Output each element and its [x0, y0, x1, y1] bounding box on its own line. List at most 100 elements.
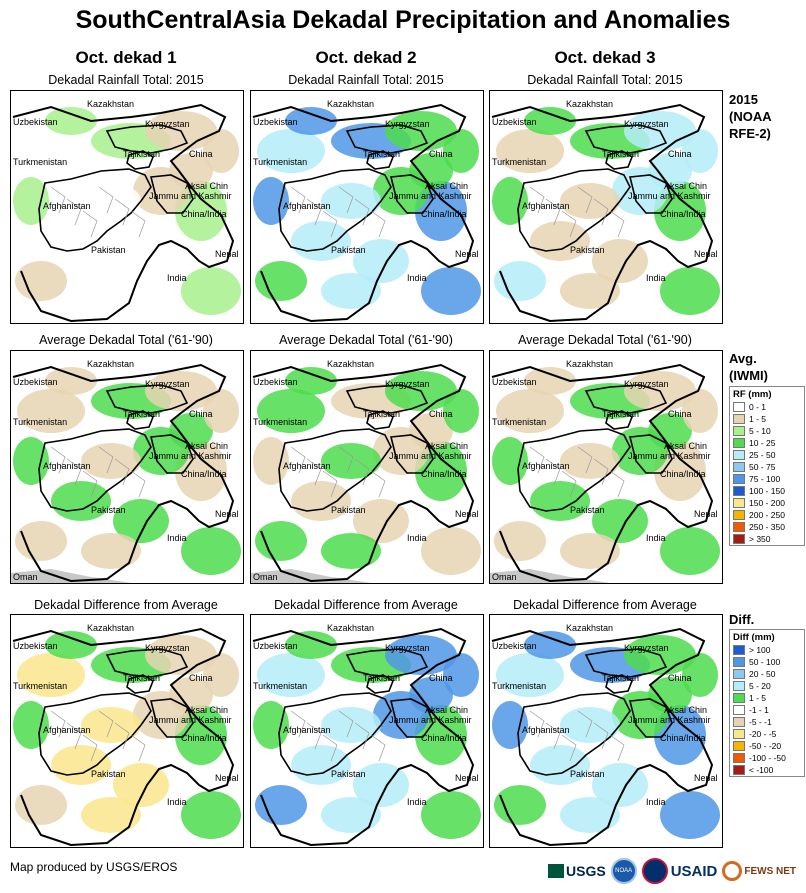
country-border — [345, 124, 429, 154]
map-label-oman: Oman — [13, 572, 38, 582]
map-label-turkmenistan: Turkmenistan — [492, 681, 546, 691]
precip-region — [291, 221, 351, 261]
column-header-dekad-1: Oct. dekad 1 — [75, 48, 177, 67]
map-label-turkmenistan: Turkmenistan — [492, 157, 546, 167]
map-svg: Kazakhstan Uzbekistan Kyrgyzstan Turkmenist… — [11, 351, 243, 583]
legend-item: -100 - -50 — [730, 752, 804, 764]
country-border — [252, 627, 475, 847]
legend-item: 1 - 5 — [730, 692, 804, 704]
precip-region — [524, 367, 576, 395]
country-border — [149, 698, 194, 738]
legend-label: 150 - 200 — [749, 498, 785, 508]
province-border — [561, 734, 577, 762]
precip-region — [660, 791, 720, 839]
map-label-kyrgyzstan: Kyrgyzstan — [624, 379, 669, 389]
province-border — [609, 210, 625, 238]
map-label-turkmenistan: Turkmenistan — [13, 681, 67, 691]
map-label-kazakhstan: Kazakhstan — [566, 359, 613, 369]
map-label-uzbekistan: Uzbekistan — [492, 641, 537, 651]
map-label-china_india: China/India — [421, 469, 467, 479]
legend-swatch — [733, 450, 745, 460]
province-border — [609, 734, 625, 762]
usgs-mark-icon — [548, 864, 564, 878]
province-border — [561, 210, 577, 238]
usaid-logo: USAID — [641, 858, 717, 884]
legend-swatch — [733, 705, 745, 715]
country-border — [584, 648, 668, 678]
map-label-china_india: China/India — [421, 733, 467, 743]
province-border — [82, 210, 98, 238]
legend-swatch — [733, 645, 745, 655]
map-label-aksai_chin: Aksai Chin — [185, 181, 228, 191]
country-border — [517, 428, 631, 512]
precip-region — [81, 443, 141, 479]
map-label-nepal: Nepal — [455, 773, 479, 783]
precip-region — [17, 653, 85, 697]
legend-label: > 350 — [749, 534, 771, 544]
precip-region — [421, 527, 481, 575]
map-label-china_india: China/India — [181, 209, 227, 219]
legend-item: -20 - -5 — [730, 728, 804, 740]
map-label-tajikistan: Tajikistan — [602, 673, 639, 683]
legend-label: 5 - 20 — [749, 681, 771, 691]
map-label-aksai_chin: Aksai Chin — [664, 181, 707, 191]
province-border — [114, 458, 130, 486]
panel-title: Dekadal Rainfall Total: 2015 — [48, 73, 204, 87]
map-average-dekad-3: Kazakhstan Uzbekistan Kyrgyzstan Turkmenist… — [489, 350, 723, 584]
precip-region — [560, 707, 620, 743]
usgs-logo-text: USGS — [566, 863, 606, 879]
province-border — [82, 470, 98, 498]
map-label-jammu_kashmir: Jammu and Kashmir — [149, 191, 232, 201]
map-label-uzbekistan: Uzbekistan — [253, 641, 298, 651]
map-label-jammu_kashmir: Jammu and Kashmir — [628, 715, 711, 725]
legend-item: > 350 — [730, 533, 804, 545]
map-label-india: India — [167, 533, 187, 543]
precip-region — [257, 653, 325, 697]
panel-title: Dekadal Difference from Average — [34, 598, 218, 612]
province-border — [66, 458, 82, 486]
legend-label: -5 - -1 — [749, 717, 772, 727]
country-border — [278, 428, 392, 512]
legend-swatch — [733, 657, 745, 667]
legend-swatch — [733, 522, 745, 532]
precip-region — [660, 527, 720, 575]
precip-region — [524, 631, 576, 659]
map-label-china: China — [189, 673, 213, 683]
precip-region — [494, 785, 546, 825]
precip-region — [660, 267, 720, 315]
map-label-aksai_chin: Aksai Chin — [425, 705, 468, 715]
map-label-uzbekistan: Uzbekistan — [253, 117, 298, 127]
map-label-jammu_kashmir: Jammu and Kashmir — [149, 451, 232, 461]
precip-region — [181, 791, 241, 839]
country-border — [491, 363, 714, 583]
province-border — [529, 186, 545, 214]
map-label-afghanistan: Afghanistan — [283, 725, 331, 735]
province-border — [66, 722, 82, 750]
country-border — [389, 698, 434, 738]
map-label-tajikistan: Tajikistan — [363, 149, 400, 159]
column-header-dekad-2: Oct. dekad 2 — [315, 48, 417, 67]
province-border — [338, 710, 354, 738]
province-border — [130, 734, 146, 762]
map-label-pakistan: Pakistan — [331, 505, 366, 515]
province-border — [50, 186, 66, 214]
map-label-china: China — [668, 149, 692, 159]
map-svg: Kazakhstan Uzbekistan Kyrgyzstan Turkmenist… — [251, 91, 483, 323]
map-label-china_india: China/India — [660, 469, 706, 479]
precip-region — [321, 183, 381, 219]
map-label-oman: Oman — [492, 572, 517, 582]
legend-label: 50 - 75 — [749, 462, 776, 472]
legend-label: 250 - 350 — [749, 522, 785, 532]
province-border — [529, 710, 545, 738]
country-border — [38, 692, 152, 776]
legend-swatch — [733, 414, 745, 424]
map-label-nepal: Nepal — [215, 773, 239, 783]
province-border — [114, 722, 130, 750]
province-border — [338, 446, 354, 474]
map-label-china: China — [668, 409, 692, 419]
map-label-kyrgyzstan: Kyrgyzstan — [385, 643, 430, 653]
row-label-line: Diff. — [729, 612, 755, 627]
legend-label: 10 - 25 — [749, 438, 776, 448]
legend-label: -1 - 1 — [749, 705, 769, 715]
country-border — [252, 103, 475, 323]
